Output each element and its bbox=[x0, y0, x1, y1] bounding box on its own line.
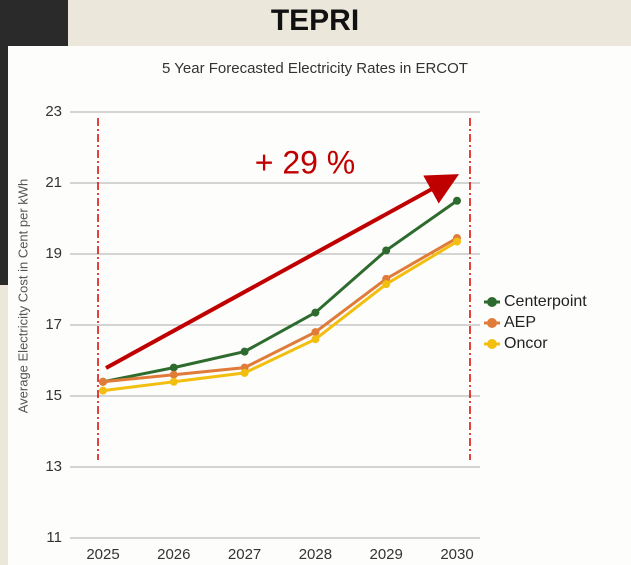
data-point bbox=[453, 237, 461, 246]
x-tick-label: 2026 bbox=[157, 546, 190, 563]
chart-title: 5 Year Forecasted Electricity Rates in E… bbox=[162, 60, 468, 77]
legend-label: Oncor bbox=[504, 335, 548, 352]
y-tick-label: 21 bbox=[45, 174, 62, 191]
y-tick-label: 11 bbox=[46, 529, 62, 546]
data-point bbox=[311, 308, 320, 317]
y-tick-label: 15 bbox=[45, 387, 62, 404]
y-tick-label: 13 bbox=[45, 458, 62, 475]
y-tick-label: 17 bbox=[45, 316, 62, 333]
trend-arrow bbox=[105, 174, 460, 370]
data-point bbox=[453, 196, 461, 205]
plot: 11 13 15 17 19 21 23 2025 2026 2027 2028 2029 2030 Ce… bbox=[45, 103, 587, 563]
data-point bbox=[311, 335, 320, 344]
series-line bbox=[102, 236, 458, 384]
annotation: + 29 % bbox=[255, 144, 356, 180]
header-title: TEPRI bbox=[271, 4, 359, 37]
y-tick-label: 19 bbox=[45, 245, 62, 262]
data-point bbox=[99, 386, 107, 395]
data-point bbox=[169, 363, 178, 372]
series-line bbox=[102, 199, 458, 384]
series-line bbox=[102, 240, 458, 393]
legend-marker bbox=[487, 318, 497, 328]
x-tick-label: 2027 bbox=[228, 546, 261, 563]
data-point bbox=[311, 328, 320, 337]
data-point bbox=[382, 280, 391, 289]
legend-label: AEP bbox=[504, 314, 536, 331]
y-tick-label: 23 bbox=[45, 103, 62, 120]
legend-marker bbox=[487, 339, 497, 349]
data-point bbox=[240, 347, 249, 356]
x-tick-label: 2028 bbox=[299, 546, 332, 563]
data-point bbox=[169, 377, 178, 386]
data-point bbox=[99, 377, 107, 386]
x-tick-label: 2029 bbox=[370, 546, 403, 563]
data-point bbox=[382, 246, 391, 255]
header-bar bbox=[68, 0, 631, 45]
x-tick-label: 2030 bbox=[440, 546, 473, 563]
chart-panel bbox=[8, 46, 631, 565]
data-point bbox=[240, 368, 249, 377]
legend-marker bbox=[487, 297, 497, 307]
data-point bbox=[169, 370, 178, 379]
y-axis-label: Average Electricity Cost in Cent per kWh bbox=[15, 179, 30, 414]
x-tick-label: 2025 bbox=[86, 546, 119, 563]
legend-label: Centerpoint bbox=[504, 293, 587, 310]
